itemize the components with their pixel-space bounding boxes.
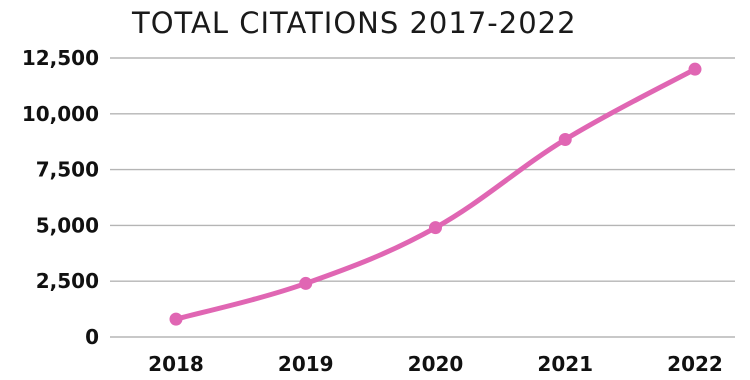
x-tick-label: 2018	[148, 352, 204, 376]
x-tick-label: 2022	[667, 352, 723, 376]
x-tick-label: 2021	[537, 352, 593, 376]
data-point	[169, 312, 183, 326]
y-axis-tick-labels: 0 2,500 5,000 7,500 10,000 12,500	[22, 46, 99, 349]
y-tick-label: 0	[85, 325, 99, 349]
series-group	[169, 62, 702, 326]
x-axis-tick-labels: 2018 2019 2020 2021 2022	[148, 352, 723, 376]
data-point	[429, 221, 442, 235]
y-tick-label: 12,500	[22, 46, 99, 70]
y-tick-label: 5,000	[36, 213, 99, 237]
data-point	[299, 276, 313, 290]
x-tick-label: 2020	[408, 352, 464, 376]
chart-title: TOTAL CITATIONS 2017-2022	[131, 6, 577, 40]
data-point	[688, 62, 702, 76]
y-tick-label: 7,500	[36, 158, 99, 182]
x-tick-label: 2019	[278, 352, 334, 376]
gridlines	[110, 57, 735, 338]
y-tick-label: 10,000	[22, 102, 99, 126]
data-point	[558, 132, 572, 146]
y-tick-label: 2,500	[36, 269, 99, 293]
